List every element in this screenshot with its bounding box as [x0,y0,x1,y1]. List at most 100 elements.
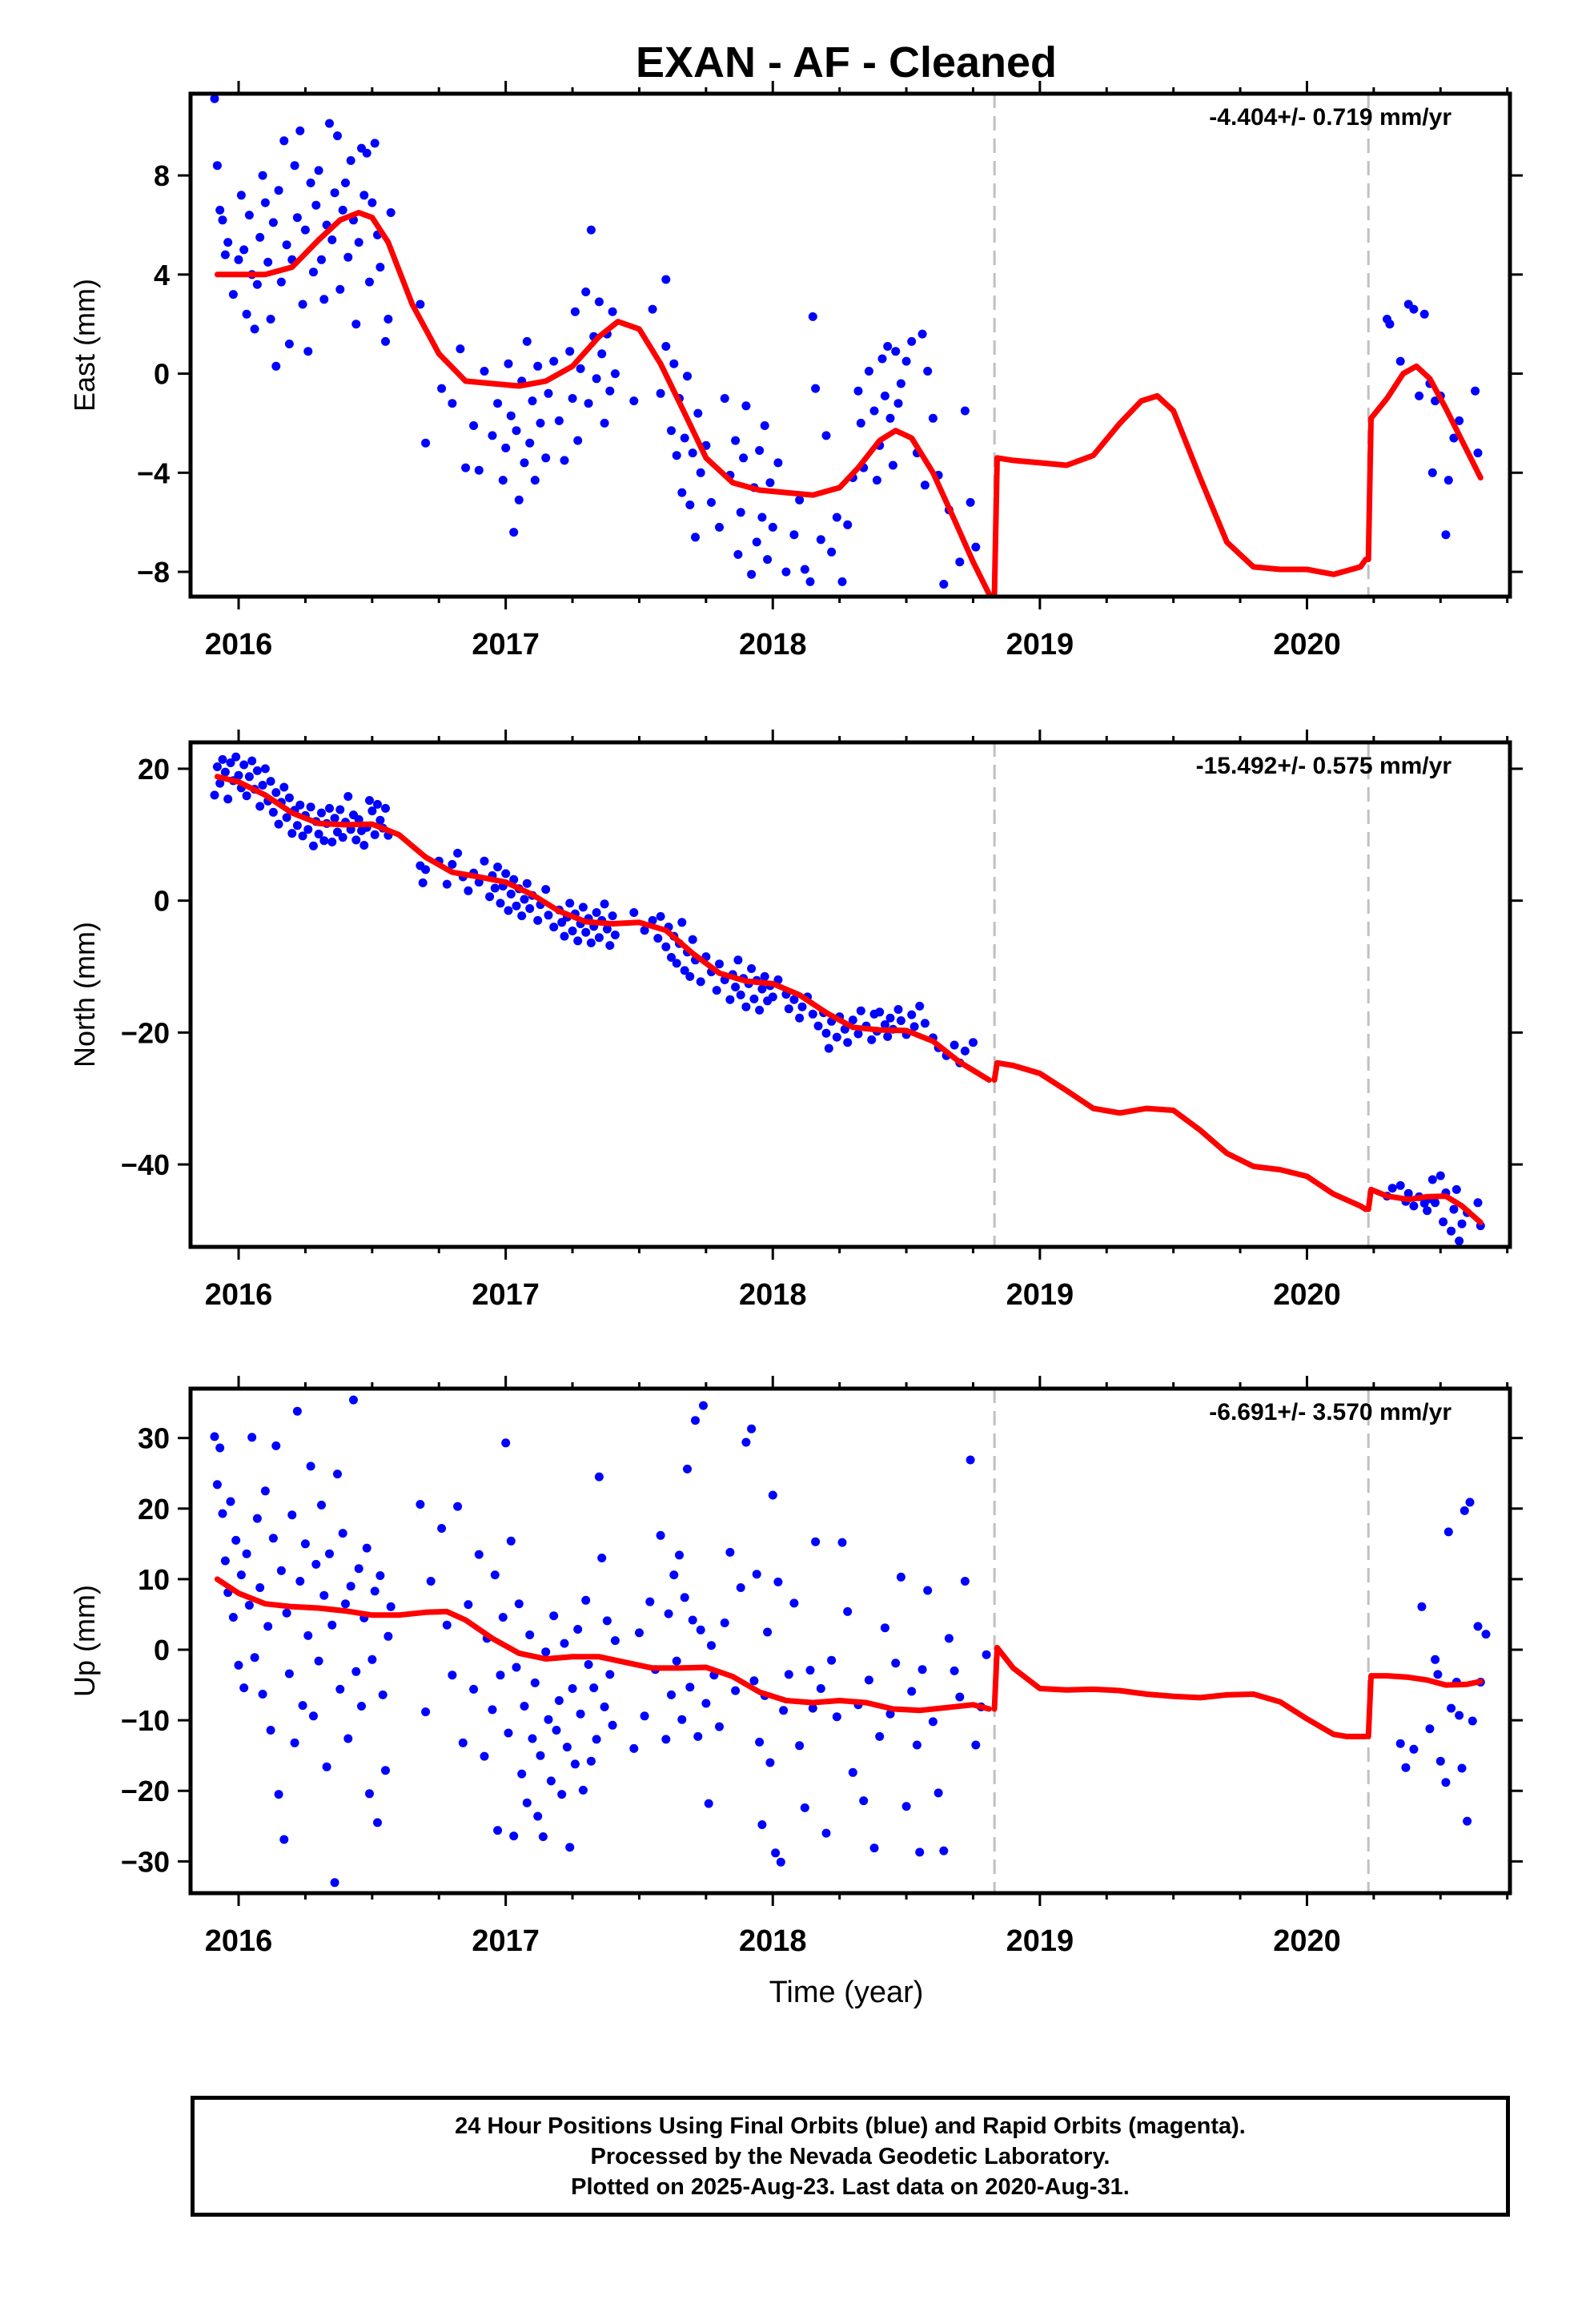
data-point [271,1441,281,1450]
data-point [749,1676,759,1686]
data-point [490,883,500,893]
data-point [824,1043,833,1053]
x-tick-label: 2017 [472,1278,540,1312]
footer-line-2: Processed by the Nevada Geodetic Laborat… [590,2143,1110,2169]
data-point [669,1570,679,1580]
fit-curve [214,774,1484,1225]
data-point [653,934,663,943]
data-point [309,1711,318,1721]
data-point [755,1737,765,1747]
data-point [300,225,310,235]
data-point [1409,304,1419,314]
data-point [667,1690,676,1699]
data-point [677,488,687,497]
data-point [725,1547,735,1557]
rate-label: -4.404+/- 0.719 mm/yr [1209,104,1452,131]
data-point [268,807,278,817]
data-point [739,453,749,463]
data-point [458,1738,468,1747]
data-point [586,938,596,947]
data-point [522,336,532,346]
data-point [915,1848,925,1857]
data-point [367,1655,377,1664]
data-point [789,530,799,540]
data-point [1473,1622,1483,1631]
y-tick-label: 30 [138,1422,170,1455]
x-tick-label: 2019 [1006,628,1074,661]
data-point [600,1702,609,1711]
data-point [303,347,313,356]
data-point [464,1600,473,1610]
data-point [234,1660,243,1670]
data-point [255,1583,265,1592]
data-point [292,213,302,223]
data-point [373,799,382,809]
data-point [335,1684,345,1694]
data-point [883,1031,893,1041]
data-point [1439,1217,1448,1227]
data-point [258,781,267,790]
data-point [1409,1744,1419,1754]
data-point [581,287,591,296]
data-point [960,1046,970,1055]
data-point [370,830,379,839]
data-point [359,841,369,850]
data-point [226,758,235,767]
data-point [1395,356,1405,366]
data-point [250,324,259,334]
data-point [741,1002,751,1011]
data-point [1468,1716,1477,1726]
data-point [869,406,879,416]
footer-line-1: 24 Hour Positions Using Final Orbits (bl… [455,2113,1246,2139]
data-point [530,476,540,485]
data-point [875,1007,885,1017]
y-tick-label: 4 [154,259,170,292]
data-point [901,1802,911,1811]
data-point [757,1820,767,1829]
data-point [885,1709,895,1719]
data-point [1387,1184,1397,1193]
data-point [317,255,326,264]
fit-segment [1365,1673,1484,1739]
figure-title: EXAN - AF - Cleaned [636,38,1057,86]
data-point [319,836,329,846]
data-point [212,762,222,771]
data-point [605,386,615,396]
data-point [584,1660,593,1669]
data-point [971,542,981,552]
data-point [266,1726,275,1735]
data-point [480,1751,489,1761]
data-point [295,126,305,135]
data-point [573,936,583,946]
data-point [592,1735,601,1744]
data-point [480,856,489,866]
data-point [509,875,519,884]
data-point [1452,1184,1461,1194]
data-point [522,879,532,888]
data-point [816,1684,825,1693]
data-point [752,1570,761,1579]
data-point [640,926,649,935]
data-point [501,1438,511,1448]
data-point [416,300,425,309]
data-point [239,245,249,255]
data-point [1435,1756,1445,1766]
data-point [680,1593,689,1602]
data-point [800,565,809,574]
data-point [760,971,769,981]
data-point [383,1631,393,1641]
data-point [763,1627,773,1637]
data-point [586,225,596,235]
data-point [351,1667,361,1676]
data-point [215,205,225,215]
data-point [351,320,361,329]
data-point [568,394,577,403]
data-point [896,379,905,388]
data-point [797,1002,807,1011]
y-tick-label: 20 [138,1493,170,1526]
data-point [266,777,275,786]
footer-line-3: Plotted on 2025-Aug-23. Last data on 202… [571,2173,1130,2200]
data-point [260,1486,270,1496]
data-point [691,533,700,542]
data-point [749,994,759,1003]
